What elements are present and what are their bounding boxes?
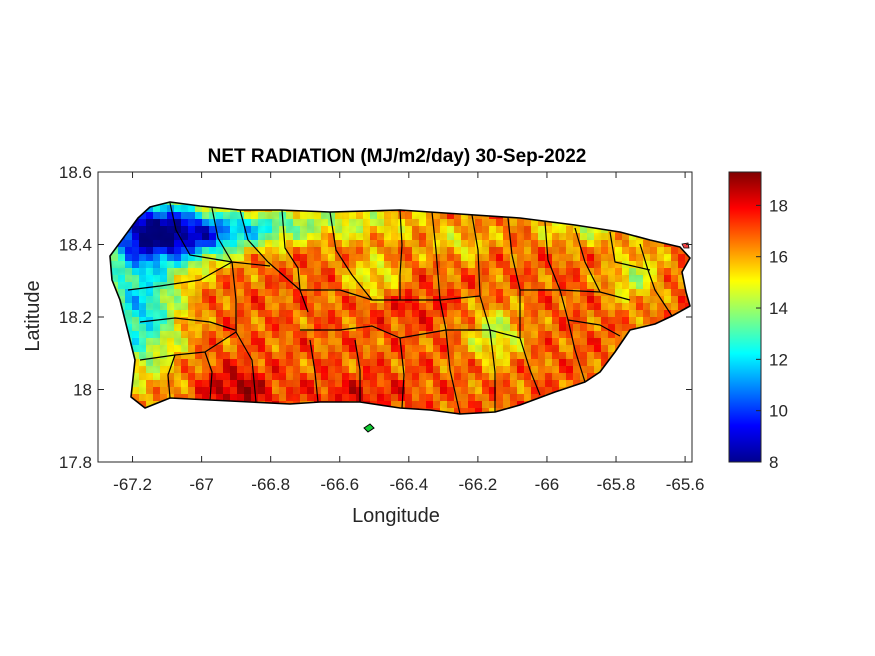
heatmap-cell [692,415,700,423]
boundary-line [267,261,373,301]
heatmap-cell [692,373,700,381]
heatmap-cell [692,387,700,395]
heatmap-cell [692,338,700,346]
heatmap-cell [692,324,700,332]
y-tick-label: 18.4 [59,236,92,255]
colorbar [728,171,762,463]
heatmap-cell [692,254,700,262]
colorbar-tick-label: 18 [769,196,788,215]
heatmap-cell [692,212,700,220]
y-tick-label: 18.6 [59,163,92,182]
x-axis-ticks: -67.2 -67 -66.8 -66.6 -66.4 -66.2 -66 -65.8 -65.… [113,172,704,494]
heatmap-cell [692,247,700,255]
boundary-line [639,243,673,317]
x-tick-label: -65.8 [597,475,636,494]
heatmap-cell [692,310,700,318]
boundary-line [574,349,586,383]
x-tick-label: -66.8 [251,475,290,494]
boundary-line [431,211,447,331]
boundary-line [169,202,271,267]
boundary-line [507,217,521,338]
boundary-line [520,289,631,301]
x-tick-label: -67.2 [113,475,152,494]
y-tick-label: 18.2 [59,308,92,327]
boundary-line [399,329,521,339]
colorbar-tick-label: 10 [769,402,788,421]
heatmap-cell [692,233,700,241]
heatmap-cell [692,359,700,367]
heatmap-cell [692,268,700,276]
boundary-line [574,227,601,293]
colorbar-tick-label: 16 [769,248,788,267]
heatmap-cell [692,366,700,374]
boundary-line [445,329,461,415]
heatmap-cell [692,289,700,297]
boundary-line [372,295,481,301]
boundary-line [211,207,233,263]
x-tick-label: -67 [189,475,214,494]
boundary-line [204,351,213,401]
colorbar-tick-label: 14 [769,299,788,318]
boundary-line [329,211,373,301]
heatmap-cell [692,282,700,290]
heatmap-cell [692,352,700,360]
boundary-line [399,209,403,300]
heatmap-cell [692,345,700,353]
boundary-line [281,209,309,313]
x-tick-label: -66.6 [320,475,359,494]
heatmap-cell [692,394,700,402]
boundary-line [471,214,491,331]
heatmap-cell [692,296,700,304]
y-tick-label: 18 [73,381,92,400]
heatmap-cell [692,303,700,311]
heatmap-cell [692,198,700,206]
boundary-line [309,339,319,403]
heatmap-cell [692,331,700,339]
boundary-line [167,354,176,399]
colorbar-tick-label: 8 [769,453,778,472]
y-axis-title: Latitude [22,280,44,351]
y-tick-label: 17.8 [59,453,92,472]
heatmap-cell [692,380,700,388]
heatmap-cell [692,317,700,325]
colorbar-ticks: 8 10 12 14 16 18 [756,196,788,472]
heatmap-cell [692,275,700,283]
boundary-line [567,319,621,337]
heatmap-cell [692,219,700,227]
heatmap-cell [692,240,700,248]
boundary-line [139,331,237,361]
colorbar-tick-label: 12 [769,350,788,369]
x-tick-label: -66.2 [459,475,498,494]
y-axis-ticks: 17.8 18 18.2 18.4 18.6 [59,163,692,472]
boundary-line [239,209,269,263]
boundary-line [139,317,236,331]
x-axis-title: Longitude [352,505,440,527]
boundary-line [519,337,541,396]
boundary-line [300,325,401,339]
heatmap-cell [692,226,700,234]
heatmap-layer [110,198,700,423]
boundary-line [489,329,496,412]
islet [363,423,375,433]
x-tick-label: -66 [535,475,560,494]
x-tick-label: -65.6 [666,475,705,494]
heatmap-cell [692,408,700,416]
heatmap-cell [692,261,700,269]
plot-title: NET RADIATION (MJ/m2/day) 30-Sep-2022 [208,146,587,167]
boundary-line [609,231,651,271]
boundary-line [127,261,233,291]
x-tick-label: -66.4 [389,475,428,494]
heatmap-cell [692,401,700,409]
boundary-line [399,337,405,409]
municipality-boundaries [109,201,691,415]
heatmap-cell [692,205,700,213]
boundary-line [354,339,361,402]
